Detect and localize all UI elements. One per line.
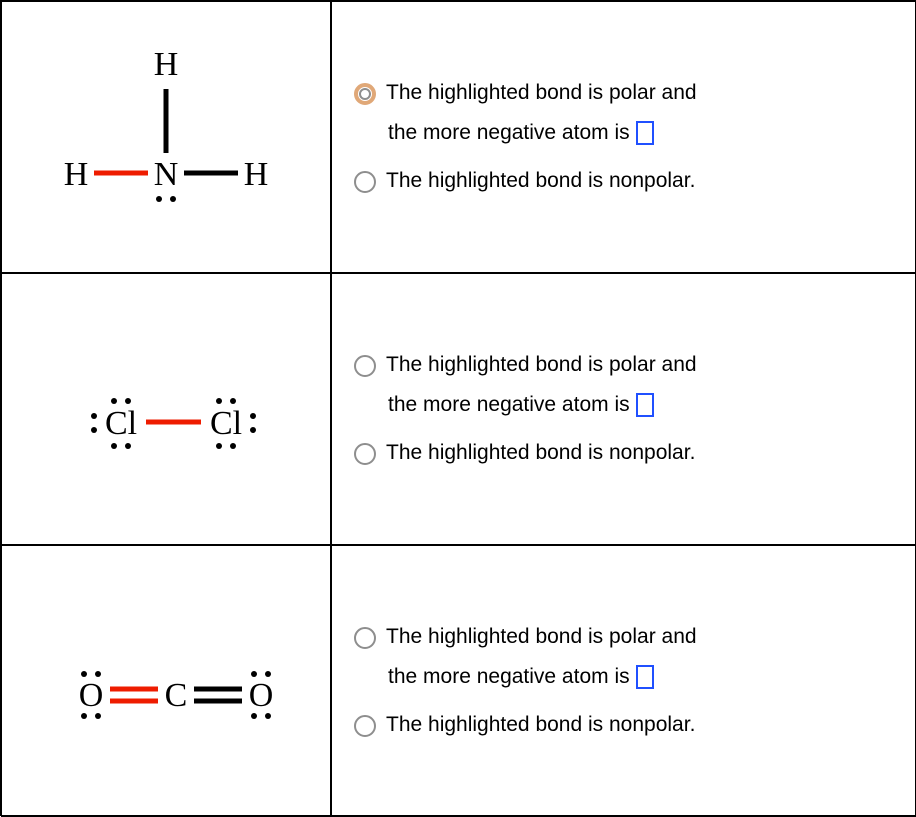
lone-pair-dot (111, 443, 117, 449)
atom-n: N (154, 156, 179, 193)
radio-nonpolar-1[interactable] (354, 171, 376, 193)
question-grid: H H N H The highlighted bond is polar an… (0, 0, 916, 816)
lone-pair-dot (170, 196, 176, 202)
lone-pair-dot (111, 398, 117, 404)
option-nonpolar-text-3: The highlighted bond is nonpolar. (386, 713, 695, 737)
atom-cl-right: Cl (210, 405, 242, 442)
radio-polar-1[interactable] (354, 83, 376, 105)
lone-pair-dot (216, 398, 222, 404)
nh3-structure: H H N H (16, 17, 316, 257)
option-polar-text2-2: the more negative atom is (388, 393, 630, 417)
lone-pair-dot (230, 398, 236, 404)
atom-cl-left: Cl (105, 405, 137, 442)
atom-h-top: H (154, 46, 179, 83)
question-cell-2: The highlighted bond is polar and the mo… (331, 273, 916, 545)
atom-c: C (165, 677, 188, 714)
option-polar-text-3: The highlighted bond is polar and (386, 625, 697, 649)
option-nonpolar-text-1: The highlighted bond is nonpolar. (386, 169, 695, 193)
atom-h-left: H (64, 156, 89, 193)
option-nonpolar-1[interactable]: The highlighted bond is nonpolar. (354, 169, 896, 193)
cl2-structure: Cl Cl (16, 289, 316, 529)
option-polar-text-2: The highlighted bond is polar and (386, 353, 697, 377)
lone-pair-dot (251, 713, 257, 719)
lone-pair-dot (91, 413, 97, 419)
option-nonpolar-text-2: The highlighted bond is nonpolar. (386, 441, 695, 465)
option-polar-text2-3: the more negative atom is (388, 665, 630, 689)
option-polar-2[interactable]: The highlighted bond is polar and (354, 353, 896, 377)
lone-pair-dot (265, 713, 271, 719)
atom-o-left: O (79, 677, 104, 714)
molecule-cell-nh3: H H N H (1, 1, 331, 273)
option-polar-3[interactable]: The highlighted bond is polar and (354, 625, 896, 649)
lone-pair-dot (230, 443, 236, 449)
molecule-cell-cl2: Cl Cl (1, 273, 331, 545)
radio-nonpolar-2[interactable] (354, 443, 376, 465)
option-polar-line2-1: the more negative atom is (388, 121, 896, 145)
lone-pair-dot (156, 196, 162, 202)
option-polar-line2-3: the more negative atom is (388, 665, 896, 689)
negative-atom-input-2[interactable] (636, 393, 654, 417)
lone-pair-dot (91, 427, 97, 433)
lone-pair-dot (216, 443, 222, 449)
lone-pair-dot (81, 713, 87, 719)
lone-pair-dot (251, 671, 257, 677)
negative-atom-input-3[interactable] (636, 665, 654, 689)
lone-pair-dot (250, 427, 256, 433)
negative-atom-input-1[interactable] (636, 121, 654, 145)
lone-pair-dot (125, 398, 131, 404)
lone-pair-dot (125, 443, 131, 449)
option-polar-text2-1: the more negative atom is (388, 121, 630, 145)
radio-polar-2[interactable] (354, 355, 376, 377)
co2-structure: O C O (16, 561, 316, 801)
lone-pair-dot (265, 671, 271, 677)
option-polar-line2-2: the more negative atom is (388, 393, 896, 417)
lone-pair-dot (81, 671, 87, 677)
option-polar-text-1: The highlighted bond is polar and (386, 81, 697, 105)
question-cell-1: The highlighted bond is polar and the mo… (331, 1, 916, 273)
option-nonpolar-2[interactable]: The highlighted bond is nonpolar. (354, 441, 896, 465)
option-nonpolar-3[interactable]: The highlighted bond is nonpolar. (354, 713, 896, 737)
atom-o-right: O (249, 677, 274, 714)
lone-pair-dot (95, 713, 101, 719)
radio-nonpolar-3[interactable] (354, 715, 376, 737)
atom-h-right: H (244, 156, 269, 193)
option-polar-1[interactable]: The highlighted bond is polar and (354, 81, 896, 105)
lone-pair-dot (250, 413, 256, 419)
molecule-cell-co2: O C O (1, 545, 331, 817)
question-cell-3: The highlighted bond is polar and the mo… (331, 545, 916, 817)
lone-pair-dot (95, 671, 101, 677)
radio-polar-3[interactable] (354, 627, 376, 649)
